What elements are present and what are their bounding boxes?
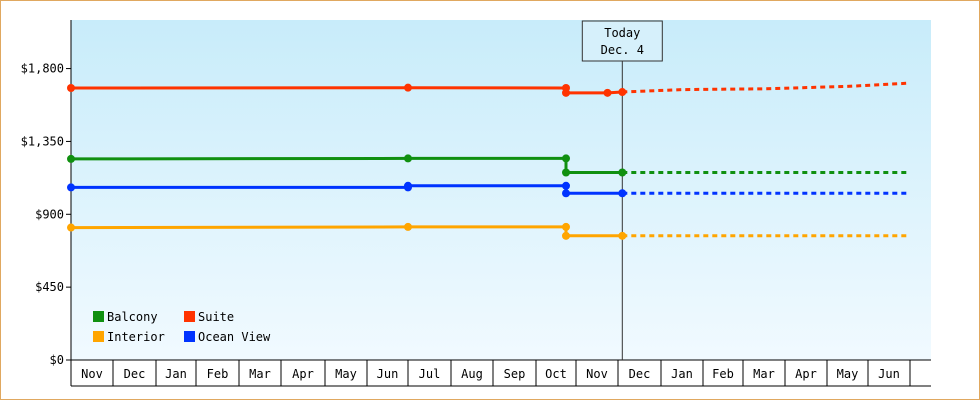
data-point-ocean-view [404, 181, 412, 190]
data-point-interior [562, 222, 570, 231]
legend-swatch-interior [93, 331, 104, 342]
data-point-suite [404, 83, 412, 92]
data-point-suite [603, 88, 612, 97]
x-tick-label: Apr [795, 367, 817, 381]
data-point-ocean-view [618, 189, 627, 198]
x-tick-label: Mar [753, 367, 775, 381]
legend-swatch-ocean-view [184, 331, 195, 342]
x-tick-label: Mar [249, 367, 271, 381]
x-tick-label: Apr [292, 367, 314, 381]
data-point-ocean-view [562, 189, 570, 198]
x-tick-label: Jun [878, 367, 900, 381]
data-point-interior [562, 231, 570, 240]
plot-area-background [71, 20, 931, 360]
x-tick-label: Sep [504, 367, 526, 381]
legend-swatch-balcony [93, 311, 104, 322]
x-tick-label: Jun [377, 367, 399, 381]
x-tick-label: Nov [586, 367, 608, 381]
data-point-balcony [67, 154, 75, 163]
data-point-balcony [404, 154, 412, 163]
data-point-balcony [562, 168, 570, 177]
data-point-suite [618, 88, 627, 97]
legend-swatch-suite [184, 311, 195, 322]
legend: Balcony Suite Interior Ocean View [93, 310, 271, 344]
x-tick-label: Feb [207, 367, 229, 381]
x-tick-label: Dec [124, 367, 146, 381]
data-point-balcony [562, 154, 570, 163]
x-tick-label: Aug [461, 367, 483, 381]
data-point-suite [562, 88, 570, 97]
series-forecast-suite [622, 81, 911, 94]
today-box [581, 20, 663, 62]
legend-label-suite: Suite [198, 310, 234, 324]
data-point-interior [67, 223, 75, 232]
x-tick-label: Dec [629, 367, 651, 381]
x-tick-label: Jul [419, 367, 441, 381]
today-date: Dec. 4 [601, 43, 644, 57]
legend-label-interior: Interior [107, 330, 165, 344]
x-tick-label: Oct [545, 367, 567, 381]
x-tick-label: Nov [81, 367, 103, 381]
data-point-balcony [618, 168, 627, 177]
y-tick-label: $0 [50, 353, 64, 367]
x-tick-label: Jan [165, 367, 187, 381]
data-point-interior [618, 231, 627, 240]
legend-label-ocean-view: Ocean View [198, 330, 271, 344]
y-tick-label: $450 [35, 280, 64, 294]
legend-label-balcony: Balcony [107, 310, 158, 324]
y-tick-label: $900 [35, 207, 64, 221]
series-line-ocean-view [71, 184, 623, 195]
data-point-suite [67, 84, 75, 92]
series-layer [67, 81, 911, 240]
y-tick-label: $1,800 [21, 62, 64, 76]
x-tick-label: Feb [712, 367, 734, 381]
y-tick-label: $1,350 [21, 134, 64, 148]
data-point-interior [404, 222, 412, 231]
data-point-ocean-view [67, 183, 75, 192]
x-tick-label: May [335, 367, 357, 381]
x-tick-label: Jan [671, 367, 693, 381]
x-tick-label: May [837, 367, 859, 381]
data-point-ocean-view [562, 181, 570, 190]
today-label: Today [604, 26, 640, 40]
